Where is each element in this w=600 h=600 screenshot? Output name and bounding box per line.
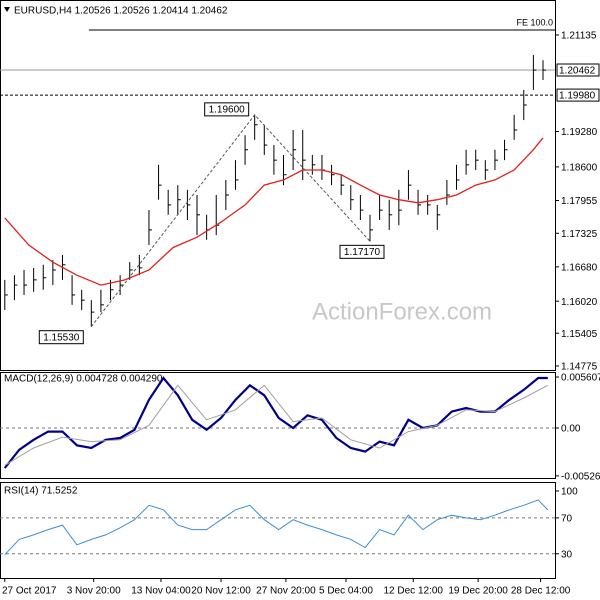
y-tick-label: 1.16020: [561, 297, 598, 308]
watermark: ActionForex.com: [312, 298, 492, 325]
price-pane: [0, 0, 556, 371]
chart-title: RSI(14) 71.5252: [4, 486, 78, 497]
x-tick-label: 27 Oct 2017: [2, 586, 57, 597]
x-tick-label: 20 Nov 12:00: [191, 586, 251, 597]
annotation-box: [339, 244, 385, 259]
x-tick-label: 28 Dec 12:00: [511, 586, 571, 597]
annotation-label: 1.17170: [344, 247, 381, 258]
y-tick-label: 1.17955: [561, 196, 598, 207]
series-line: [4, 384, 549, 466]
y-tick-label: 70: [561, 514, 573, 525]
x-tick-label: 12 Dec 12:00: [383, 586, 443, 597]
chart-title: MACD(12,26,9) 0.004728 0.004290: [4, 374, 163, 385]
swing-line: [90, 114, 371, 328]
y-tick-label: 1.21135: [561, 31, 597, 42]
fe-label: FE 100.0: [516, 17, 553, 27]
y-tick-label: 0.00: [561, 424, 581, 435]
annotation-box: [38, 330, 84, 345]
y-tick-label: 0.005607: [561, 373, 600, 384]
level-label: 1.19980: [559, 91, 596, 102]
x-tick-label: 19 Dec 20:00: [448, 586, 508, 597]
moving-average: [4, 137, 544, 286]
y-tick-label: 100: [561, 487, 578, 498]
menu-arrow: [4, 7, 10, 12]
series-line: [3, 376, 548, 469]
annotation-box: [204, 102, 250, 117]
x-tick-label: 3 Nov 20:00: [67, 586, 121, 597]
level-label: 1.20462: [559, 66, 596, 77]
chart-title: EURUSD,H4 1.20526 1.20526 1.20414 1.2046…: [14, 6, 228, 17]
series-line: [4, 499, 549, 556]
level-label-box: [556, 63, 600, 77]
y-tick-label: 1.14775: [561, 362, 598, 373]
y-tick-label: -0.005267: [561, 472, 600, 483]
rsi-pane: [0, 482, 556, 579]
macd-pane: [0, 372, 556, 479]
x-tick-label: 27 Nov 20:00: [256, 586, 316, 597]
y-tick-label: 1.15405: [561, 329, 598, 340]
y-tick-label: 30: [561, 549, 573, 560]
x-tick-label: 13 Nov 04:00: [131, 586, 191, 597]
y-tick-label: 1.18600: [561, 163, 598, 174]
y-tick-label: 1.17325: [561, 229, 598, 240]
annotation-label: 1.19600: [209, 105, 246, 116]
y-tick-label: 1.19280: [561, 127, 598, 138]
level-label-box: [556, 88, 600, 102]
y-tick-label: 1.16680: [561, 262, 598, 273]
x-tick-label: 5 Dec 04:00: [319, 586, 373, 597]
annotation-label: 1.15530: [43, 332, 80, 343]
